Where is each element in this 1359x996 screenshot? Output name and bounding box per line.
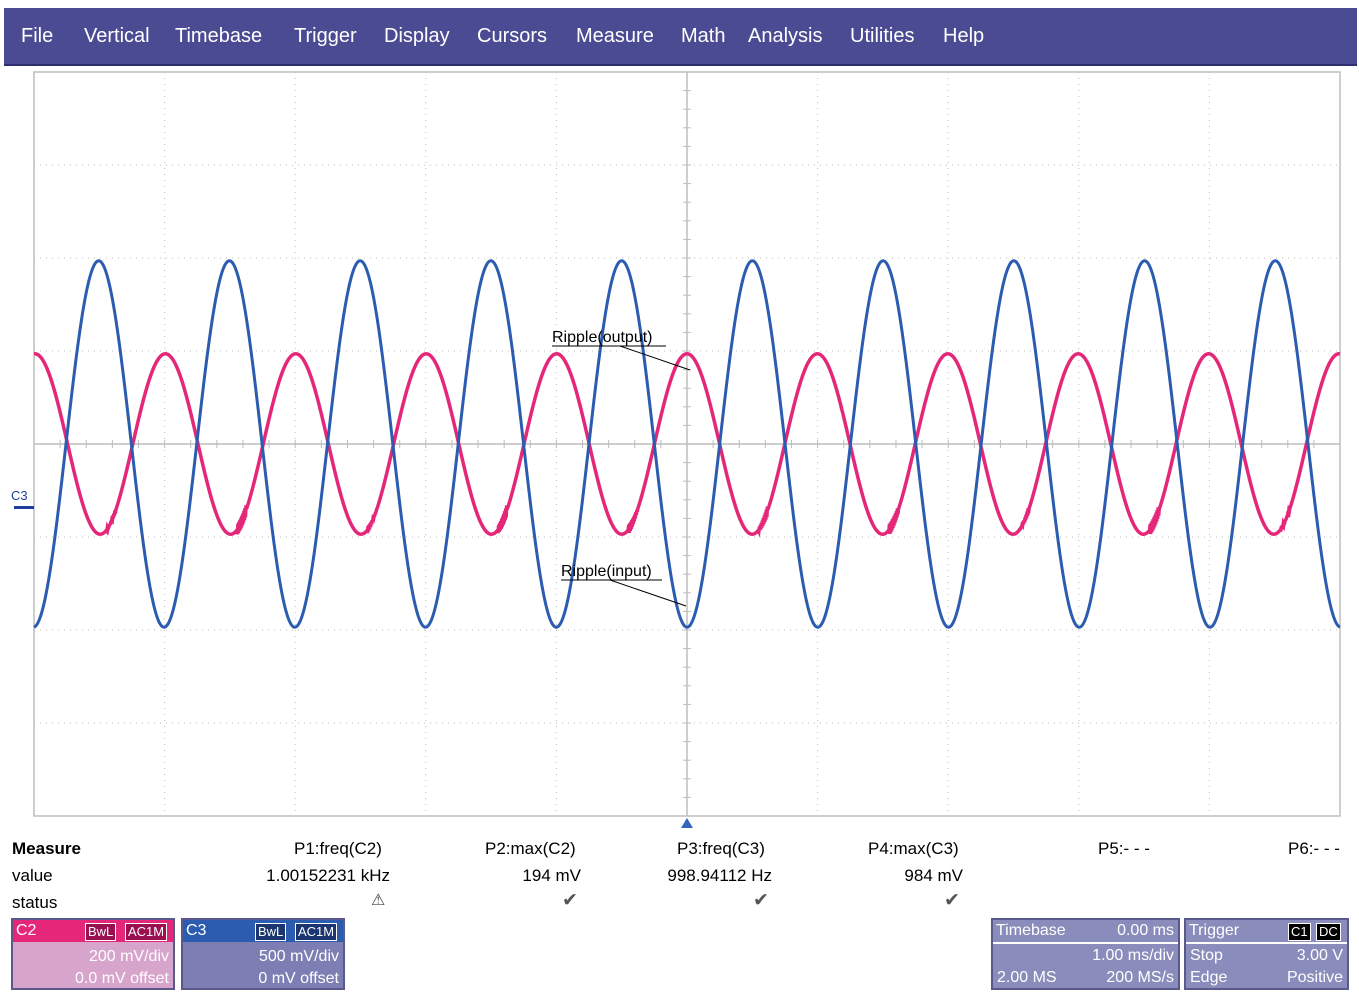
check-icon: ✔ (562, 890, 578, 911)
c2-channel-descriptor[interactable]: C2 BwL AC1M 200 mV/div 0.0 mV offset (11, 918, 175, 990)
check-icon: ✔ (944, 890, 960, 911)
menu-utilities[interactable]: Utilities (850, 25, 915, 47)
c3-label: C3 (186, 922, 207, 939)
measure-title[interactable]: Measure (12, 839, 81, 858)
ripple-output-leader (619, 345, 691, 371)
c2-label: C2 (16, 922, 37, 939)
c3-ground-marker[interactable]: C3 (11, 488, 28, 503)
c3-vertical-scale: 500 mV/div (258, 948, 339, 965)
c2-coupling-badge: AC1M (125, 923, 168, 941)
menu-measure[interactable]: Measure (576, 25, 654, 47)
menu-timebase[interactable]: Timebase (175, 25, 263, 47)
trigger-source-badge: C1 (1288, 923, 1311, 941)
c3-descriptor-header: C3 BwL AC1M (183, 920, 343, 942)
c3-channel-descriptor[interactable]: C3 BwL AC1M 500 mV/div 0 mV offset (181, 918, 345, 990)
p5-param-name[interactable]: P5:- - - (1098, 839, 1150, 858)
c2-offset: 0.0 mV offset (75, 970, 169, 987)
measure-status-row-label: status (12, 893, 58, 912)
c3-offset: 0 mV offset (258, 970, 339, 987)
check-icon: ✔ (753, 890, 769, 911)
p3-param-value: 998.94112 Hz (667, 866, 772, 885)
timebase-title: Timebase (996, 922, 1066, 939)
trigger-type: Edge (1190, 969, 1228, 986)
timebase-descriptor[interactable]: Timebase 0.00 ms 1.00 ms/div 2.00 MS 200… (991, 918, 1180, 990)
p3-param-name[interactable]: P3:freq(C3) (677, 839, 765, 858)
timebase-divider (993, 942, 1178, 944)
trigger-slope: Positive (1286, 969, 1343, 986)
p2-param-name[interactable]: P2:max(C2) (485, 839, 576, 858)
p2-param-value: 194 mV (522, 866, 581, 885)
menu-file[interactable]: File (21, 25, 54, 47)
timebase-scale: 1.00 ms/div (1092, 947, 1174, 964)
trace-c3 (33, 259, 1341, 629)
trigger-descriptor[interactable]: Trigger C1 DC Stop 3.00 V Edge Positive (1184, 918, 1349, 990)
p4-param-value: 984 mV (904, 866, 963, 885)
trigger-descriptor-header: Trigger C1 DC (1186, 920, 1347, 942)
measure-value-row-label: value (12, 866, 53, 885)
menu-help[interactable]: Help (943, 25, 985, 47)
p1-param-name[interactable]: P1:freq(C2) (294, 839, 382, 858)
trace-c2 (33, 352, 1341, 538)
p4-param-name[interactable]: P4:max(C3) (868, 839, 959, 858)
trigger-coupling-badge: DC (1316, 923, 1341, 941)
menu-math[interactable]: Math (681, 25, 726, 47)
c2-bwl-badge: BwL (85, 923, 117, 941)
c3-ground-marker-line (14, 506, 34, 509)
ripple-output-label: Ripple(output) (552, 329, 653, 346)
menu-vertical[interactable]: Vertical (84, 25, 150, 47)
c2-vertical-scale: 200 mV/div (88, 948, 169, 965)
menu-bar: File Vertical Timebase Trigger Display C… (4, 8, 1357, 66)
menu-cursors[interactable]: Cursors (477, 25, 548, 47)
ripple-input-label: Ripple(input) (561, 563, 652, 580)
trigger-position-marker[interactable] (681, 818, 693, 828)
timebase-memory: 2.00 MS (997, 969, 1057, 986)
menu-trigger[interactable]: Trigger (294, 25, 357, 47)
c2-descriptor-header: C2 BwL AC1M (13, 920, 173, 942)
c3-coupling-badge: AC1M (295, 923, 338, 941)
trigger-title: Trigger (1189, 922, 1240, 939)
ripple-input-leader (609, 579, 687, 607)
timebase-delay: 0.00 ms (1117, 922, 1174, 939)
menu-display[interactable]: Display (384, 25, 450, 47)
p1-param-value: 1.00152231 kHz (266, 866, 390, 885)
waveform-display[interactable]: Ripple(output) Ripple(input) C3 (0, 66, 1359, 830)
menu-analysis[interactable]: Analysis (748, 25, 823, 47)
warning-icon: ⚠ (371, 892, 386, 909)
waveform-grid: Ripple(output) Ripple(input) (33, 71, 1341, 828)
p6-param-name[interactable]: P6:- - - (1288, 839, 1340, 858)
timebase-descriptor-header: Timebase 0.00 ms (993, 920, 1178, 942)
trigger-level: 3.00 V (1296, 947, 1343, 964)
trigger-divider (1186, 942, 1347, 944)
c3-bwl-badge: BwL (255, 923, 287, 941)
timebase-sample-rate: 200 MS/s (1106, 969, 1174, 986)
trigger-mode: Stop (1190, 947, 1223, 964)
